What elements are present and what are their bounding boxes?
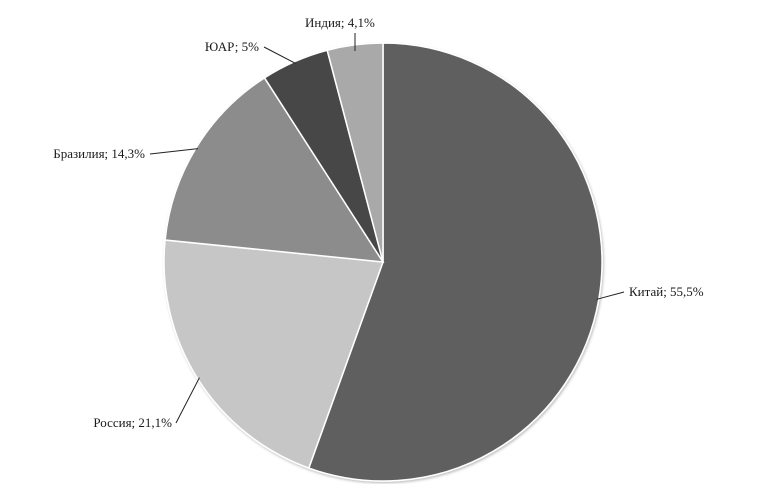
slice-label-2: Бразилия; 14,3% bbox=[53, 146, 145, 161]
leader-line-0 bbox=[597, 292, 624, 299]
slice-label-4: Индия; 4,1% bbox=[305, 15, 375, 30]
leader-line-3 bbox=[264, 47, 296, 63]
slice-label-3: ЮАР; 5% bbox=[205, 39, 259, 54]
leader-line-2 bbox=[150, 149, 198, 154]
pie-slices bbox=[164, 43, 602, 481]
slice-label-0: Китай; 55,5% bbox=[629, 284, 704, 299]
leader-line-1 bbox=[176, 378, 199, 423]
slice-label-1: Россия; 21,1% bbox=[93, 415, 172, 430]
